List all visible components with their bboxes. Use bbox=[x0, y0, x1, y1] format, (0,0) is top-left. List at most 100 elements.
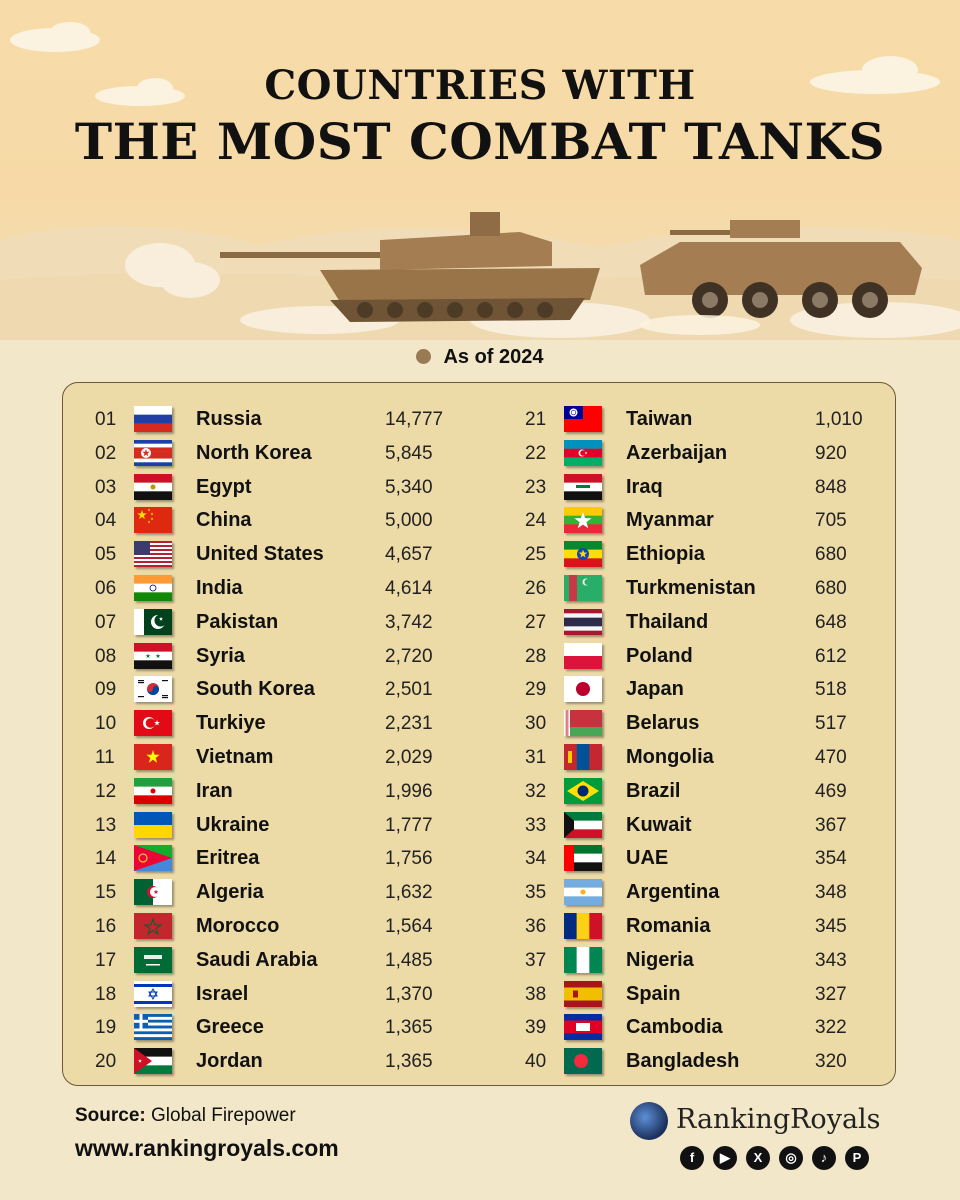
social-icons: f ▶ X ◎ ♪ P bbox=[680, 1146, 878, 1174]
rank-number: 38 bbox=[525, 983, 547, 1005]
tank-count: 680 bbox=[815, 544, 847, 566]
tank-count: 1,365 bbox=[385, 1051, 433, 1073]
ranking-row: 01 Russia 14,777 bbox=[83, 403, 483, 437]
morocco-flag-icon bbox=[134, 912, 172, 939]
tank-count: 1,564 bbox=[385, 915, 433, 937]
rank-number: 11 bbox=[95, 746, 115, 768]
rankings-column-right: 21 Taiwan 1,010 22 Azerbaijan 920 23 Iraq 848 24 M… bbox=[513, 403, 913, 1079]
ranking-row: 31 Mongolia 470 bbox=[513, 741, 913, 775]
rank-number: 31 bbox=[525, 746, 547, 768]
rank-number: 30 bbox=[525, 713, 547, 735]
brand-logo: RankingRoyals bbox=[630, 1100, 890, 1144]
country-name: Eritrea bbox=[196, 847, 260, 870]
ranking-row: 17 Saudi Arabia 1,485 bbox=[83, 944, 483, 978]
rank-number: 24 bbox=[525, 510, 547, 532]
ranking-row: 05 United States 4,657 bbox=[83, 538, 483, 572]
brand-name: RankingRoyals bbox=[676, 1104, 881, 1135]
country-name: Pakistan bbox=[196, 610, 279, 633]
country-name: UAE bbox=[626, 847, 669, 870]
facebook-icon[interactable]: f bbox=[680, 1146, 704, 1170]
tank-count: 4,657 bbox=[385, 544, 433, 566]
rank-number: 07 bbox=[95, 611, 117, 633]
spain-flag-icon bbox=[564, 980, 602, 1007]
ranking-row: 37 Nigeria 343 bbox=[513, 944, 913, 978]
turkmenistan-flag-icon bbox=[564, 574, 602, 601]
dot-icon bbox=[416, 349, 432, 364]
as-of-text: As of 2024 bbox=[443, 346, 544, 368]
source-value: Global Firepower bbox=[151, 1105, 296, 1126]
ranking-row: 14 Eritrea 1,756 bbox=[83, 842, 483, 876]
rank-number: 37 bbox=[525, 949, 547, 971]
rank-number: 08 bbox=[95, 645, 117, 667]
jordan-flag-icon bbox=[134, 1048, 172, 1075]
tank-scene-illustration bbox=[0, 212, 960, 340]
rank-number: 34 bbox=[525, 848, 547, 870]
country-name: Ukraine bbox=[196, 813, 270, 836]
rankings-column-left: 01 Russia 14,777 02 North Korea 5,845 03 Egypt 5… bbox=[83, 403, 483, 1079]
ranking-row: 02 North Korea 5,845 bbox=[83, 437, 483, 471]
ranking-row: 11 Vietnam 2,029 bbox=[83, 741, 483, 775]
tank-count: 1,756 bbox=[385, 848, 433, 870]
battle-tank-icon bbox=[220, 212, 600, 322]
rank-number: 09 bbox=[95, 679, 117, 701]
tank-count: 320 bbox=[815, 1051, 847, 1073]
tank-count: 5,000 bbox=[385, 510, 433, 532]
azerbaijan-flag-icon bbox=[564, 439, 602, 466]
instagram-icon[interactable]: ◎ bbox=[779, 1146, 803, 1170]
country-name: Greece bbox=[196, 1016, 264, 1039]
vietnam-flag-icon bbox=[134, 743, 172, 770]
ranking-row: 33 Kuwait 367 bbox=[513, 809, 913, 843]
cambodia-flag-icon bbox=[564, 1014, 602, 1041]
tank-count: 1,777 bbox=[385, 814, 433, 836]
country-name: Japan bbox=[626, 678, 684, 701]
country-name: Kuwait bbox=[626, 813, 692, 836]
tank-count: 1,010 bbox=[815, 409, 863, 430]
rank-number: 23 bbox=[525, 476, 547, 498]
country-name: Myanmar bbox=[626, 509, 714, 532]
tank-count: 848 bbox=[815, 476, 847, 498]
country-name: South Korea bbox=[196, 678, 315, 701]
tank-count: 705 bbox=[815, 510, 847, 532]
rank-number: 39 bbox=[525, 1017, 547, 1039]
ranking-row: 22 Azerbaijan 920 bbox=[513, 437, 913, 471]
rank-number: 25 bbox=[525, 544, 547, 566]
rank-number: 40 bbox=[525, 1051, 547, 1073]
ranking-row: 28 Poland 612 bbox=[513, 640, 913, 674]
ranking-row: 38 Spain 327 bbox=[513, 978, 913, 1012]
ranking-row: 06 India 4,614 bbox=[83, 572, 483, 606]
x-icon[interactable]: X bbox=[746, 1146, 770, 1170]
tank-count: 1,996 bbox=[385, 780, 433, 802]
youtube-icon[interactable]: ▶ bbox=[713, 1146, 737, 1170]
tank-count: 469 bbox=[815, 780, 847, 802]
rank-number: 06 bbox=[95, 577, 117, 599]
rank-number: 18 bbox=[95, 983, 117, 1005]
myanmar-flag-icon bbox=[564, 507, 602, 534]
country-name: Iraq bbox=[626, 475, 663, 498]
ranking-row: 26 Turkmenistan 680 bbox=[513, 572, 913, 606]
source-line: Source: Global Firepower bbox=[75, 1105, 296, 1127]
romania-flag-icon bbox=[564, 912, 602, 939]
mongolia-flag-icon bbox=[564, 743, 602, 770]
ranking-row: 34 UAE 354 bbox=[513, 842, 913, 876]
ranking-row: 09 South Korea 2,501 bbox=[83, 673, 483, 707]
country-name: China bbox=[196, 509, 252, 532]
tank-count: 327 bbox=[815, 983, 847, 1005]
country-name: Turkmenistan bbox=[626, 576, 756, 599]
belarus-flag-icon bbox=[564, 710, 602, 737]
website-url[interactable]: www.rankingroyals.com bbox=[75, 1135, 339, 1161]
rank-number: 33 bbox=[525, 814, 547, 836]
turkiye-flag-icon bbox=[134, 710, 172, 737]
tank-count: 348 bbox=[815, 882, 847, 904]
iraq-flag-icon bbox=[564, 473, 602, 500]
rank-number: 10 bbox=[95, 713, 117, 735]
country-name: North Korea bbox=[196, 441, 312, 464]
tank-count: 354 bbox=[815, 848, 847, 870]
pinterest-icon[interactable]: P bbox=[845, 1146, 869, 1170]
rank-number: 20 bbox=[95, 1051, 117, 1073]
country-name: Syria bbox=[196, 644, 245, 667]
as-of-label: As of 2024 bbox=[0, 346, 960, 369]
country-name: India bbox=[196, 576, 243, 599]
tank-count: 3,742 bbox=[385, 611, 433, 633]
tiktok-icon[interactable]: ♪ bbox=[812, 1146, 836, 1170]
